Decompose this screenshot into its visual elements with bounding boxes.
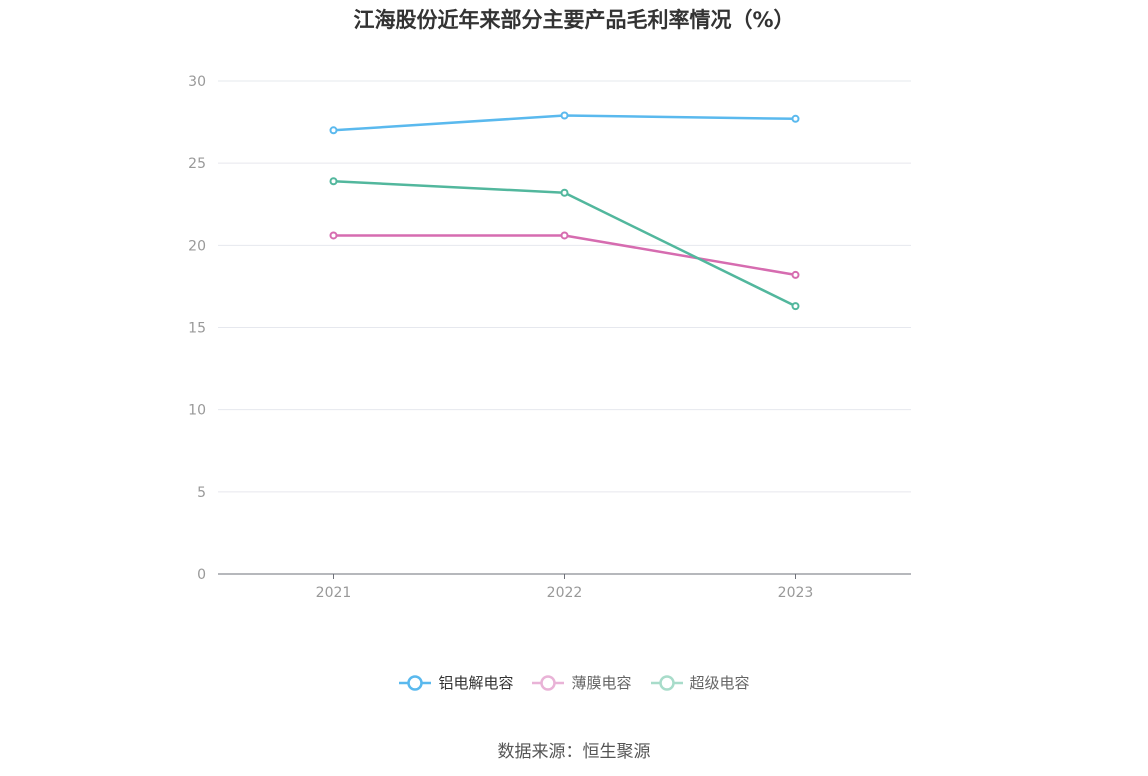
legend: 铝电解电容 薄膜电容 超级电容 xyxy=(0,672,1148,693)
line-chart: 0 5 10 15 20 25 30 2021 2022 2023 xyxy=(188,74,911,601)
data-point[interactable] xyxy=(560,111,569,120)
grid-layer xyxy=(218,80,911,493)
data-point[interactable] xyxy=(560,188,569,197)
legend-label: 铝电解电容 xyxy=(438,674,514,692)
x-tick-label: 2021 xyxy=(316,585,352,601)
x-tick-label: 2023 xyxy=(778,585,814,601)
chart-title: 江海股份近年来部分主要产品毛利率情况（%） xyxy=(353,8,795,32)
legend-line-icon xyxy=(532,674,565,691)
legend-label: 超级电容 xyxy=(689,674,750,692)
legend-label: 薄膜电容 xyxy=(571,674,632,692)
y-tick-label: 0 xyxy=(197,567,206,583)
data-point[interactable] xyxy=(560,231,569,240)
data-point[interactable] xyxy=(329,231,338,240)
y-tick-label: 25 xyxy=(188,156,206,172)
legend-line-icon xyxy=(650,674,683,691)
legend-item[interactable]: 铝电解电容 xyxy=(398,672,513,693)
data-point[interactable] xyxy=(329,177,338,186)
data-point[interactable] xyxy=(791,302,800,311)
legend-line-icon xyxy=(399,674,432,691)
series-line xyxy=(333,234,796,277)
data-point[interactable] xyxy=(329,126,338,135)
axis-layer: 0 5 10 15 20 25 30 2021 2022 2023 xyxy=(188,74,911,601)
y-tick-label: 5 xyxy=(197,485,206,501)
y-tick-label: 20 xyxy=(188,238,206,254)
y-tick-label: 10 xyxy=(188,403,206,419)
y-tick-label: 30 xyxy=(188,74,206,90)
data-point[interactable] xyxy=(791,114,800,123)
x-tick-label: 2022 xyxy=(547,585,583,601)
data-source: 数据来源：恒生聚源 xyxy=(497,742,651,762)
series-line xyxy=(333,179,797,308)
series-layer xyxy=(329,111,800,311)
data-point[interactable] xyxy=(791,270,800,279)
y-tick-label: 15 xyxy=(188,321,206,337)
legend-item[interactable]: 薄膜电容 xyxy=(531,672,632,693)
legend-item[interactable]: 超级电容 xyxy=(650,672,750,693)
